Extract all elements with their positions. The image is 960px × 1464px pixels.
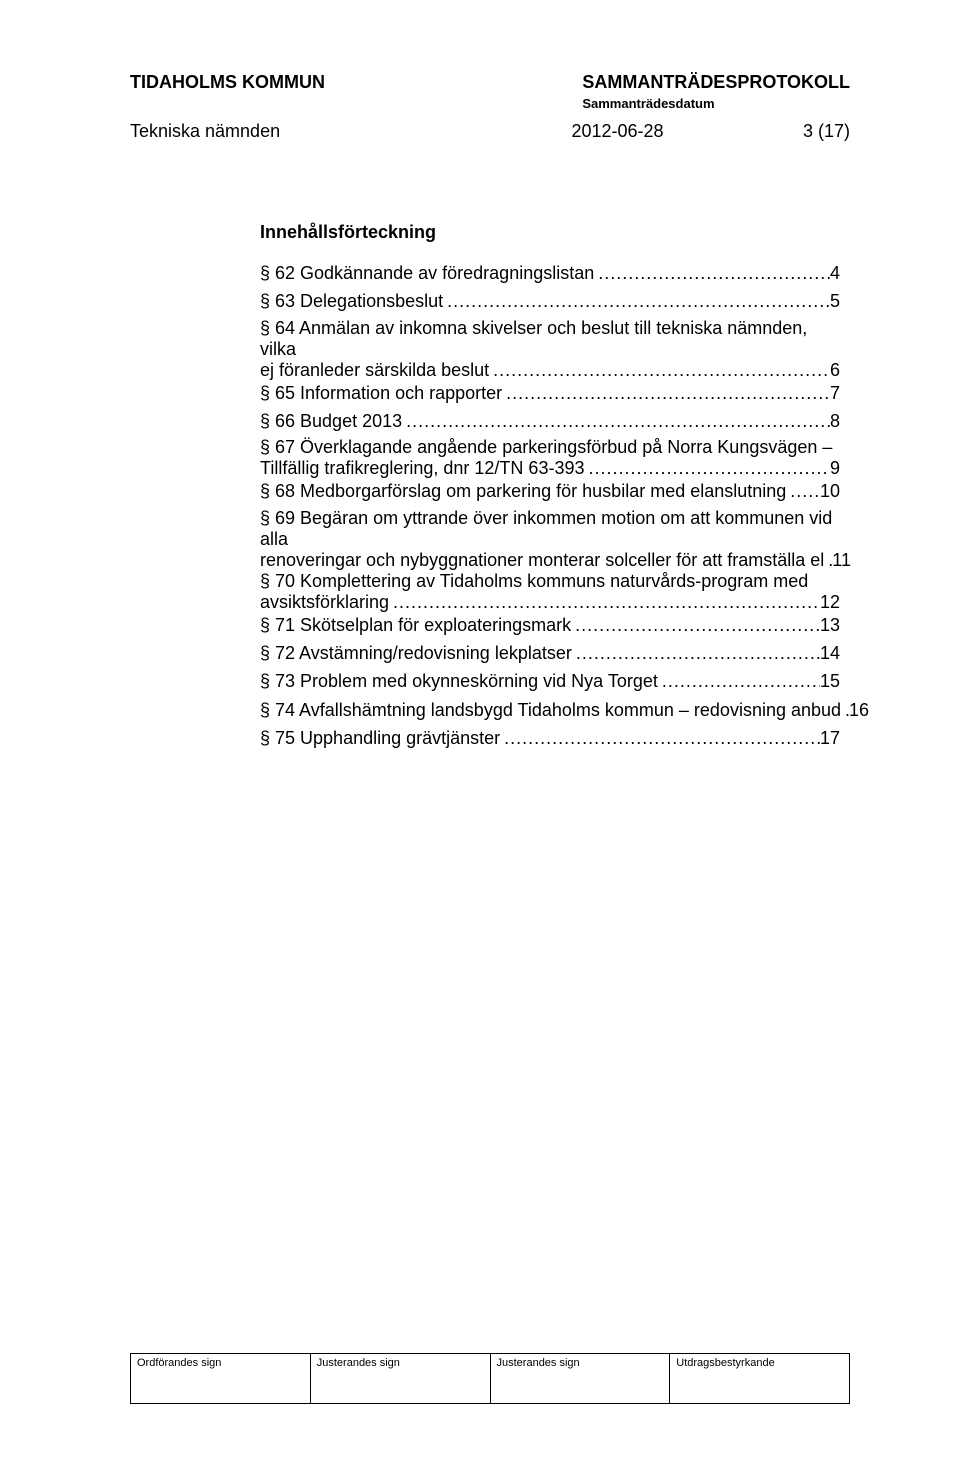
toc-entry-label-line1: § 69 Begäran om yttrande över inkommen m…	[260, 508, 840, 550]
toc-entry-page: 6	[830, 360, 840, 381]
toc-entry-page: 14	[820, 641, 840, 665]
doc-title: SAMMANTRÄDESPROTOKOLL	[582, 72, 850, 94]
header-row-1: TIDAHOLMS KOMMUN SAMMANTRÄDESPROTOKOLL S…	[130, 72, 850, 111]
footer-cell-justerande-1: Justerandes sign	[310, 1354, 490, 1404]
org-name: TIDAHOLMS KOMMUN	[130, 72, 325, 111]
toc-entry: § 64 Anmälan av inkomna skivelser och be…	[260, 318, 840, 381]
toc-entry-label-line2: avsiktsförklaring	[260, 592, 389, 613]
toc-entry: § 66 Budget 2013........................…	[260, 409, 840, 433]
toc-entries: § 62 Godkännande av föredragningslistan.…	[260, 261, 840, 750]
toc-leader: ........................................…	[500, 726, 820, 750]
toc-leader: ........................................…	[572, 641, 820, 665]
toc-entry-page: 10	[820, 479, 840, 503]
toc-entry: § 71 Skötselplan för exploateringsmark..…	[260, 613, 840, 637]
toc-entry-page: 8	[830, 409, 840, 433]
toc-entry-label: § 68 Medborgarförslag om parkering för h…	[260, 479, 786, 503]
toc-entry-page: 13	[820, 613, 840, 637]
doc-subtitle: Sammanträdesdatum	[582, 96, 850, 112]
toc-leader: ........................................…	[571, 613, 820, 637]
toc-entry-page: 4	[830, 261, 840, 285]
toc-entry: § 74 Avfallshämtning landsbygd Tidaholms…	[260, 698, 840, 722]
toc-entry-label: § 65 Information och rapporter	[260, 381, 502, 405]
toc-leader: ........................................…	[594, 261, 830, 285]
toc-entry-page: 5	[830, 289, 840, 313]
toc-entry-label-line2: Tillfällig trafikreglering, dnr 12/TN 63…	[260, 458, 584, 479]
toc-leader: ........................................…	[824, 550, 832, 571]
toc-leader: ........................................…	[584, 458, 830, 479]
toc-entry-label: § 75 Upphandling grävtjänster	[260, 726, 500, 750]
toc-entry-page: 7	[830, 381, 840, 405]
footer-cell-utdrag: Utdragsbestyrkande	[670, 1354, 850, 1404]
footer-cell-justerande-2: Justerandes sign	[490, 1354, 670, 1404]
toc-leader: ........................................…	[786, 479, 820, 503]
toc-entry: § 62 Godkännande av föredragningslistan.…	[260, 261, 840, 285]
toc-entry: § 69 Begäran om yttrande över inkommen m…	[260, 508, 840, 571]
toc-entry-label: § 73 Problem med okynneskörning vid Nya …	[260, 669, 658, 693]
toc-entry-page: 17	[820, 726, 840, 750]
toc-entry: § 75 Upphandling grävtjänster...........…	[260, 726, 840, 750]
page-indicator: 3 (17)	[803, 121, 850, 142]
meeting-date: 2012-06-28	[571, 121, 663, 142]
toc-entry-page: 15	[820, 669, 840, 693]
toc-leader: ........................................…	[502, 381, 830, 405]
toc-leader: ........................................…	[489, 360, 830, 381]
toc-leader: ........................................…	[443, 289, 830, 313]
toc-entry-label: § 62 Godkännande av föredragningslistan	[260, 261, 594, 285]
toc-entry: § 63 Delegationsbeslut..................…	[260, 289, 840, 313]
signature-table: Ordförandes sign Justerandes sign Juster…	[130, 1353, 850, 1404]
toc-title: Innehållsförteckning	[260, 222, 840, 243]
toc-entry-page: 9	[830, 458, 840, 479]
toc-entry: § 72 Avstämning/redovisning lekplatser..…	[260, 641, 840, 665]
toc-entry-label: § 63 Delegationsbeslut	[260, 289, 443, 313]
footer: Ordförandes sign Justerandes sign Juster…	[130, 1353, 850, 1404]
toc-entry: § 73 Problem med okynneskörning vid Nya …	[260, 669, 840, 693]
toc-entry: § 68 Medborgarförslag om parkering för h…	[260, 479, 840, 503]
toc-leader: ........................................…	[658, 669, 820, 693]
toc-entry-label: § 66 Budget 2013	[260, 409, 402, 433]
toc-entry-label-line1: § 70 Komplettering av Tidaholms kommuns …	[260, 571, 840, 592]
header-row-2: Tekniska nämnden 2012-06-28 3 (17)	[130, 121, 850, 142]
toc-leader: ........................................…	[402, 409, 830, 433]
toc-entry-label: § 74 Avfallshämtning landsbygd Tidaholms…	[260, 698, 841, 722]
toc-entry-label-line2: renoveringar och nybyggnationer monterar…	[260, 550, 824, 571]
footer-cell-ordforande: Ordförandes sign	[131, 1354, 311, 1404]
toc-entry: § 67 Överklagande angående parkeringsför…	[260, 437, 840, 479]
toc-entry-label-line1: § 67 Överklagande angående parkeringsför…	[260, 437, 840, 458]
toc-leader: ........................................…	[841, 698, 849, 722]
table-of-contents: Innehållsförteckning § 62 Godkännande av…	[260, 222, 840, 750]
toc-entry-page: 16	[849, 698, 869, 722]
toc-entry-page: 12	[820, 592, 840, 613]
toc-entry: § 65 Information och rapporter..........…	[260, 381, 840, 405]
toc-entry-page: 11	[832, 550, 851, 571]
page: TIDAHOLMS KOMMUN SAMMANTRÄDESPROTOKOLL S…	[0, 0, 960, 1464]
toc-entry-label: § 72 Avstämning/redovisning lekplatser	[260, 641, 572, 665]
toc-entry-label-line2: ej föranleder särskilda beslut	[260, 360, 489, 381]
toc-leader: ........................................…	[389, 592, 820, 613]
toc-entry: § 70 Komplettering av Tidaholms kommuns …	[260, 571, 840, 613]
doc-title-block: SAMMANTRÄDESPROTOKOLL Sammanträdesdatum	[582, 72, 850, 111]
toc-entry-label: § 71 Skötselplan för exploateringsmark	[260, 613, 571, 637]
toc-entry-label-line1: § 64 Anmälan av inkomna skivelser och be…	[260, 318, 840, 360]
committee-name: Tekniska nämnden	[130, 121, 280, 142]
